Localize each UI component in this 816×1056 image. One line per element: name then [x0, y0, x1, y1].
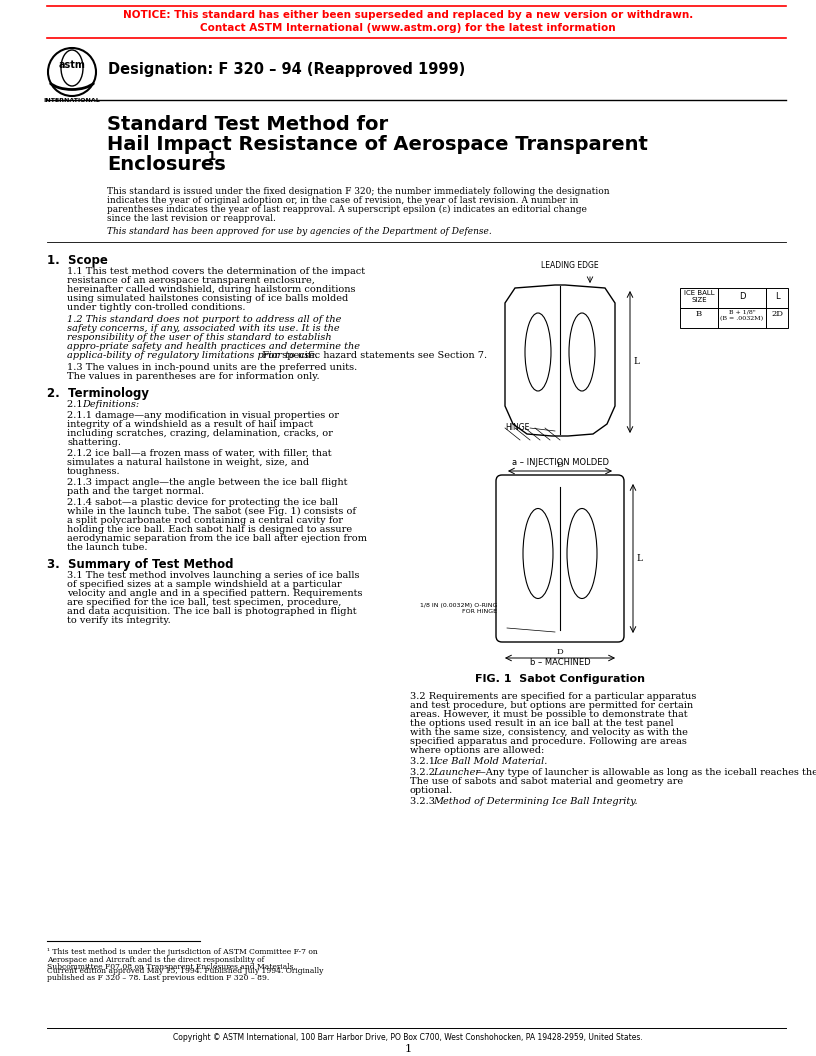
Text: the options used result in an ice ball at the test panel: the options used result in an ice ball a… [410, 719, 674, 728]
Text: indicates the year of original adoption or, in the case of revision, the year of: indicates the year of original adoption … [107, 196, 579, 205]
Text: aerodynamic separation from the ice ball after ejection from: aerodynamic separation from the ice ball… [67, 534, 367, 543]
Text: 1/8 IN (0.0032M) O-RING
FOR HINGE: 1/8 IN (0.0032M) O-RING FOR HINGE [419, 603, 497, 614]
Text: Ice Ball Mold Material.: Ice Ball Mold Material. [433, 757, 548, 766]
Text: and data acquisition. The ice ball is photographed in flight: and data acquisition. The ice ball is ph… [67, 607, 357, 616]
Bar [718, 308, 766, 328]
Text: 1.3 The values in inch-pound units are the preferred units.: 1.3 The values in inch-pound units are t… [67, 363, 357, 372]
Text: safety concerns, if any, associated with its use. It is the: safety concerns, if any, associated with… [67, 324, 339, 333]
Text: Standard Test Method for: Standard Test Method for [107, 115, 388, 134]
Text: HINGE: HINGE [506, 423, 530, 433]
Text: 3.2.2: 3.2.2 [410, 768, 441, 777]
Text: L: L [774, 293, 779, 301]
Text: of specified sizes at a sample windshield at a particular: of specified sizes at a sample windshiel… [67, 580, 342, 589]
Text: a split polycarbonate rod containing a central cavity for: a split polycarbonate rod containing a c… [67, 516, 343, 525]
Text: toughness.: toughness. [67, 467, 121, 476]
Bar [680, 308, 718, 328]
Text: 1.2 This standard does not purport to address all of the: 1.2 This standard does not purport to ad… [67, 315, 341, 324]
Text: 2.1.1 damage—any modification in visual properties or: 2.1.1 damage—any modification in visual … [67, 411, 339, 420]
Text: The use of sabots and sabot material and geometry are: The use of sabots and sabot material and… [410, 777, 683, 786]
Text: resistance of an aerospace transparent enclosure,: resistance of an aerospace transparent e… [67, 276, 315, 285]
Text: 1.  Scope: 1. Scope [47, 254, 108, 267]
Text: parentheses indicates the year of last reapproval. A superscript epsilon (ε) ind: parentheses indicates the year of last r… [107, 205, 587, 214]
Text: to verify its integrity.: to verify its integrity. [67, 616, 171, 625]
Text: D: D [738, 293, 745, 301]
Text: Subcommittee F07.08 on Transparent Enclosures and Materials.: Subcommittee F07.08 on Transparent Enclo… [47, 963, 296, 972]
Text: Contact ASTM International (www.astm.org) for the latest information: Contact ASTM International (www.astm.org… [200, 23, 616, 33]
Text: the launch tube.: the launch tube. [67, 543, 148, 552]
Text: 1.1 This test method covers the determination of the impact: 1.1 This test method covers the determin… [67, 267, 365, 276]
Text: L: L [633, 358, 639, 366]
Text: Enclosures: Enclosures [107, 155, 226, 174]
Text: 3.  Summary of Test Method: 3. Summary of Test Method [47, 558, 233, 571]
Text: Method of Determining Ice Ball Integrity.: Method of Determining Ice Ball Integrity… [433, 797, 637, 806]
Text: D: D [557, 461, 563, 469]
Text: L: L [636, 554, 642, 563]
Text: including scratches, crazing, delamination, cracks, or: including scratches, crazing, delaminati… [67, 429, 333, 438]
Text: where options are allowed:: where options are allowed: [410, 746, 544, 755]
Text: holding the ice ball. Each sabot half is designed to assure: holding the ice ball. Each sabot half is… [67, 525, 353, 534]
Text: while in the launch tube. The sabot (see Fig. 1) consists of: while in the launch tube. The sabot (see… [67, 507, 356, 516]
Text: 2.1.3 impact angle—the angle between the ice ball flight: 2.1.3 impact angle—the angle between the… [67, 478, 348, 487]
Text: under tightly con-trolled conditions.: under tightly con-trolled conditions. [67, 303, 246, 312]
Text: The values in parentheses are for information only.: The values in parentheses are for inform… [67, 372, 320, 381]
Bar [766, 308, 788, 328]
Text: 2.1: 2.1 [67, 400, 89, 409]
Text: since the last revision or reapproval.: since the last revision or reapproval. [107, 214, 276, 223]
Text: 2.  Terminology: 2. Terminology [47, 386, 149, 400]
Text: published as F 320 – 78. Last previous edition F 320 – 89.: published as F 320 – 78. Last previous e… [47, 975, 269, 982]
Text: appro-priate safety and health practices and determine the: appro-priate safety and health practices… [67, 342, 360, 351]
Text: This standard has been approved for use by agencies of the Department of Defense: This standard has been approved for use … [107, 227, 492, 235]
Bar [680, 288, 718, 308]
Text: b – MACHINED: b – MACHINED [530, 658, 590, 667]
Text: areas. However, it must be possible to demonstrate that: areas. However, it must be possible to d… [410, 710, 688, 719]
Text: LEADING EDGE: LEADING EDGE [541, 261, 599, 270]
Text: simulates a natural hailstone in weight, size, and: simulates a natural hailstone in weight,… [67, 458, 309, 467]
Text: responsibility of the user of this standard to establish: responsibility of the user of this stand… [67, 333, 331, 342]
Text: NOTICE: This standard has either been superseded and replaced by a new version o: NOTICE: This standard has either been su… [123, 10, 693, 20]
Text: —Any type of launcher is allowable as long as the iceball reaches the test speci: —Any type of launcher is allowable as lo… [476, 768, 816, 777]
Text: B: B [696, 310, 702, 318]
Text: 2.1.4 sabot—a plastic device for protecting the ice ball: 2.1.4 sabot—a plastic device for protect… [67, 498, 338, 507]
Text: Aerospace and Aircraft and is the direct responsibility of: Aerospace and Aircraft and is the direct… [47, 956, 264, 963]
Text: B + 1/8"
(B = .0032M): B + 1/8" (B = .0032M) [721, 310, 764, 321]
Text: 3.2.3: 3.2.3 [410, 797, 441, 806]
Text: 3.2 Requirements are specified for a particular apparatus: 3.2 Requirements are specified for a par… [410, 692, 696, 701]
Text: 3.2.1: 3.2.1 [410, 757, 441, 766]
Text: ¹ This test method is under the jurisdiction of ASTM Committee F-7 on: ¹ This test method is under the jurisdic… [47, 948, 317, 956]
Text: hereinafter called windshield, during hailstorm conditions: hereinafter called windshield, during ha… [67, 285, 356, 294]
Text: 1: 1 [405, 1044, 411, 1054]
Text: Copyright © ASTM International, 100 Barr Harbor Drive, PO Box C700, West Conshoh: Copyright © ASTM International, 100 Barr… [173, 1033, 643, 1042]
Text: specified apparatus and procedure. Following are areas: specified apparatus and procedure. Follo… [410, 737, 687, 746]
Text: with the same size, consistency, and velocity as with the: with the same size, consistency, and vel… [410, 728, 688, 737]
Text: Current edition approved May 15, 1994. Published July 1994. Originally: Current edition approved May 15, 1994. P… [47, 967, 323, 975]
Text: path and the target normal.: path and the target normal. [67, 487, 204, 496]
Text: a – INJECTION MOLDED: a – INJECTION MOLDED [512, 458, 609, 467]
Text: Definitions:: Definitions: [82, 400, 139, 409]
Text: D: D [557, 648, 563, 656]
Text: Launcher: Launcher [433, 768, 480, 777]
Text: 1: 1 [208, 150, 216, 163]
Text: Hail Impact Resistance of Aerospace Transparent: Hail Impact Resistance of Aerospace Tran… [107, 135, 648, 154]
Bar [718, 288, 766, 308]
Text: This standard is issued under the fixed designation F 320; the number immediatel: This standard is issued under the fixed … [107, 187, 610, 196]
Text: using simulated hailstones consisting of ice balls molded: using simulated hailstones consisting of… [67, 294, 348, 303]
Text: ICE BALL
SIZE: ICE BALL SIZE [684, 290, 714, 303]
Text: 2D: 2D [771, 310, 783, 318]
Text: 3.1 The test method involves launching a series of ice balls: 3.1 The test method involves launching a… [67, 571, 360, 580]
Text: are specified for the ice ball, test specimen, procedure,: are specified for the ice ball, test spe… [67, 598, 341, 607]
Text: Designation: F 320 – 94 (Reapproved 1999): Designation: F 320 – 94 (Reapproved 1999… [108, 62, 465, 77]
Text: 2.1.2 ice ball—a frozen mass of water, with filler, that: 2.1.2 ice ball—a frozen mass of water, w… [67, 449, 331, 458]
Text: shattering.: shattering. [67, 438, 121, 447]
Bar [766, 288, 788, 308]
Text: INTERNATIONAL: INTERNATIONAL [43, 98, 100, 103]
Text: applica-bility of regulatory limitations prior to use.: applica-bility of regulatory limitations… [67, 351, 318, 360]
Text: integrity of a windshield as a result of hail impact: integrity of a windshield as a result of… [67, 420, 313, 429]
Text: and test procedure, but options are permitted for certain: and test procedure, but options are perm… [410, 701, 693, 710]
Text: velocity and angle and in a specified pattern. Requirements: velocity and angle and in a specified pa… [67, 589, 362, 598]
Text: For specific hazard statements see Section 7.: For specific hazard statements see Secti… [259, 351, 487, 360]
Text: optional.: optional. [410, 786, 453, 795]
Text: astm: astm [59, 60, 86, 70]
Text: FIG. 1  Sabot Configuration: FIG. 1 Sabot Configuration [475, 674, 645, 684]
